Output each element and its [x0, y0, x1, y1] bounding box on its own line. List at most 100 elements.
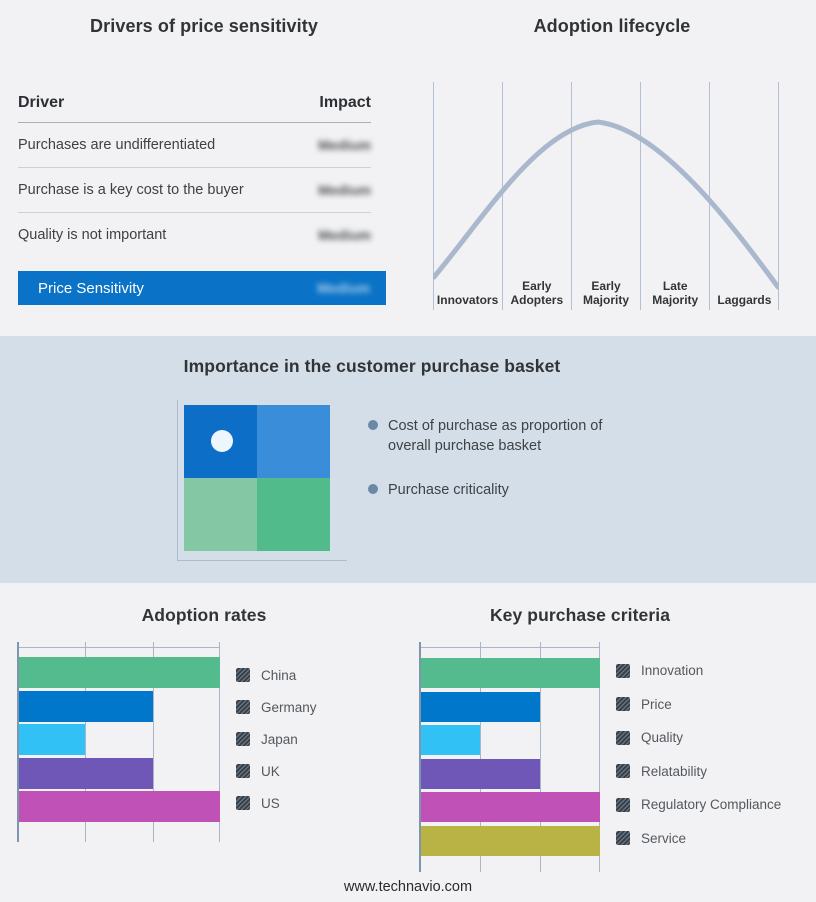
legend-item: US: [236, 787, 317, 819]
legend-swatch-icon: [236, 700, 250, 714]
legend-swatch-icon: [616, 663, 630, 678]
legend-item: UK: [236, 755, 317, 787]
lifecycle-title: Adoption lifecycle: [533, 16, 691, 36]
lifecycle-section: Adoption lifecycle Innovators Early: [408, 0, 816, 336]
bars: [18, 648, 220, 822]
bar-row: [18, 690, 220, 722]
bar-relatability: [420, 758, 540, 789]
y-axis-line: [17, 642, 19, 842]
stage-gridlines: [433, 82, 779, 310]
bar-row: [420, 825, 600, 856]
legend-item: Germany: [236, 691, 317, 723]
driver-cell: Purchase is a key cost to the buyer: [18, 182, 244, 198]
legend-label: Innovation: [641, 663, 704, 679]
bullet-item: Cost of purchase as proportion of overal…: [368, 416, 620, 456]
legend-label: China: [261, 667, 297, 683]
legend-item: Innovation: [616, 654, 781, 688]
bar-service: [420, 825, 600, 856]
header-impact: Impact: [319, 94, 371, 111]
driver-cell: Purchases are undifferentiated: [18, 137, 216, 153]
legend-label: US: [261, 795, 280, 811]
drivers-section: Drivers of price sensitivity Driver Impa…: [0, 0, 408, 336]
bar-price: [420, 691, 540, 722]
legend-label: Relatability: [641, 763, 708, 779]
legend-item: Japan: [236, 723, 317, 755]
top-row: Drivers of price sensitivity Driver Impa…: [0, 0, 816, 336]
adoption-rates-section: Adoption rates China Germany Japan UK US: [0, 583, 408, 902]
legend-label: Price: [641, 696, 672, 712]
legend-swatch-icon: [236, 668, 250, 682]
stage-label: Early Majority: [583, 278, 630, 307]
quadrant-chart: [184, 405, 330, 551]
gridline: [540, 642, 541, 872]
stage-labels: Innovators Early Adopters Early Majority…: [433, 279, 779, 310]
bar-china: [18, 657, 220, 688]
table-row: Quality is not important Medium: [18, 213, 371, 257]
legend-swatch-icon: [616, 764, 630, 779]
legend-label: Quality: [641, 730, 684, 746]
bar-row: [18, 791, 220, 822]
legend-swatch-icon: [236, 764, 250, 778]
bar-row: [18, 657, 220, 688]
adoption-rates-chart: China Germany Japan UK US: [17, 642, 317, 842]
legend-item: Price: [616, 688, 781, 722]
legend-label: Germany: [261, 699, 317, 715]
stage-label: Laggards: [717, 292, 772, 307]
quadrant-cell-top-right: [257, 405, 330, 478]
gridline: [219, 642, 220, 842]
legend: Innovation Price Quality Relatability Regula…: [616, 654, 781, 855]
bar-row: [18, 757, 220, 789]
bar-japan: [18, 724, 86, 755]
legend: China Germany Japan UK US: [236, 659, 317, 819]
quadrant-cell-bottom-left: [184, 478, 257, 551]
legend-swatch-icon: [616, 730, 630, 745]
legend-item: Quality: [616, 721, 781, 755]
driver-cell: Quality is not important: [18, 227, 167, 243]
stage-label: Late Majority: [652, 278, 699, 307]
legend-label: Service: [641, 830, 687, 846]
bar-uk: [18, 757, 153, 789]
legend-swatch-icon: [616, 797, 630, 812]
bar-row: [420, 758, 600, 789]
bullet-item: Purchase criticality: [368, 480, 620, 500]
bar-row: [420, 691, 600, 722]
footer-url: www.technavio.com: [343, 879, 473, 895]
stage-label: Early Adopters: [510, 278, 564, 307]
bars: [420, 648, 600, 856]
legend-item: Relatability: [616, 755, 781, 789]
legend-swatch-icon: [616, 697, 630, 712]
price-sensitivity-row: Price Sensitivity Medium: [18, 271, 386, 305]
gridline: [152, 642, 154, 842]
y-axis-line: [419, 642, 421, 872]
lifecycle-plot: [433, 82, 779, 310]
basket-title: Importance in the customer purchase bask…: [183, 356, 561, 376]
bar-row: [420, 658, 600, 688]
table-row: Purchases are undifferentiated Medium: [18, 123, 371, 168]
adoption-rates-title: Adoption rates: [141, 605, 267, 625]
lifecycle-chart: Innovators Early Adopters Early Majority…: [433, 82, 779, 310]
price-sensitivity-impact-redacted: Medium: [317, 280, 370, 296]
stage-label: Innovators: [436, 292, 499, 307]
gridline: [599, 642, 600, 872]
legend-item: China: [236, 659, 317, 691]
plot-top-line: [420, 647, 600, 648]
header-driver: Driver: [18, 94, 65, 111]
bullet-text: Purchase criticality: [388, 482, 509, 498]
quadrant-cell-bottom-right: [257, 478, 330, 551]
bar-quality: [420, 725, 480, 755]
legend-label: UK: [261, 763, 280, 779]
plot-top-line: [18, 647, 220, 648]
quadrant-position-dot: [211, 430, 233, 452]
legend-item: Regulatory Compliance: [616, 788, 781, 822]
bullet-list: Cost of purchase as proportion of overal…: [368, 416, 620, 524]
basket-section: Importance in the customer purchase bask…: [0, 336, 816, 583]
bullet-dot-icon: [368, 484, 378, 494]
bar-innovation: [420, 658, 600, 688]
bottom-row: Adoption rates China Germany Japan UK US Key…: [0, 583, 816, 902]
legend-swatch-icon: [236, 732, 250, 746]
key-purchase-criteria-section: Key purchase criteria Innovation Price Qua…: [408, 583, 816, 902]
bar-row: [420, 725, 600, 755]
gridline: [479, 642, 481, 872]
table-row: Purchase is a key cost to the buyer Medi…: [18, 168, 371, 213]
key-purchase-criteria-title: Key purchase criteria: [489, 605, 671, 625]
